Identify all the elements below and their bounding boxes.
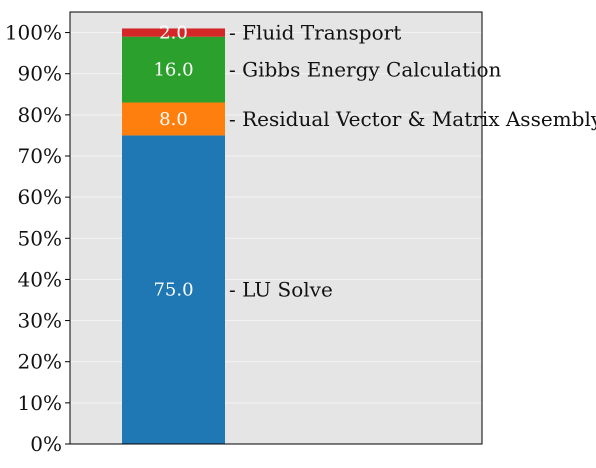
y-tick-label: 20% (18, 350, 62, 374)
y-tick-label: 100% (5, 21, 62, 45)
bar-segments (122, 28, 225, 444)
y-tick-label: 30% (18, 309, 62, 333)
series-name-label: - LU Solve (229, 278, 333, 302)
y-tick-label: 90% (18, 62, 62, 86)
series-name-label: - Fluid Transport (229, 21, 401, 45)
plot-frame (69, 11, 483, 445)
bar-segment (122, 102, 225, 136)
y-tick-label: 40% (18, 267, 62, 291)
y-tick-label: 60% (18, 185, 62, 209)
series-name-label: - Residual Vector & Matrix Assembly (229, 107, 596, 131)
y-tick-label: 0% (30, 432, 62, 456)
segment-value-label: 2.0 (159, 23, 188, 44)
segment-value-label: 16.0 (153, 60, 193, 81)
y-tick-label: 70% (18, 144, 62, 168)
segment-value-labels: 75.0 8.0 16.0 2.0 (153, 23, 193, 301)
y-tick-label: 10% (18, 391, 62, 415)
series-name-label: - Gibbs Energy Calculation (229, 58, 502, 82)
bar-segment (122, 36, 225, 103)
bar-segment (122, 135, 225, 444)
bar-segment (122, 28, 225, 37)
series-name-labels: - LU Solve - Residual Vector & Matrix Ass… (229, 21, 596, 302)
y-tick-label: 50% (18, 226, 62, 250)
segment-value-label: 8.0 (159, 109, 188, 130)
segment-value-label: 75.0 (153, 280, 193, 301)
y-tick-label: 80% (18, 103, 62, 127)
y-axis: 0% 10% 20% 30% 40% 50% 60% 70% 80% 90% 100% (5, 21, 70, 456)
